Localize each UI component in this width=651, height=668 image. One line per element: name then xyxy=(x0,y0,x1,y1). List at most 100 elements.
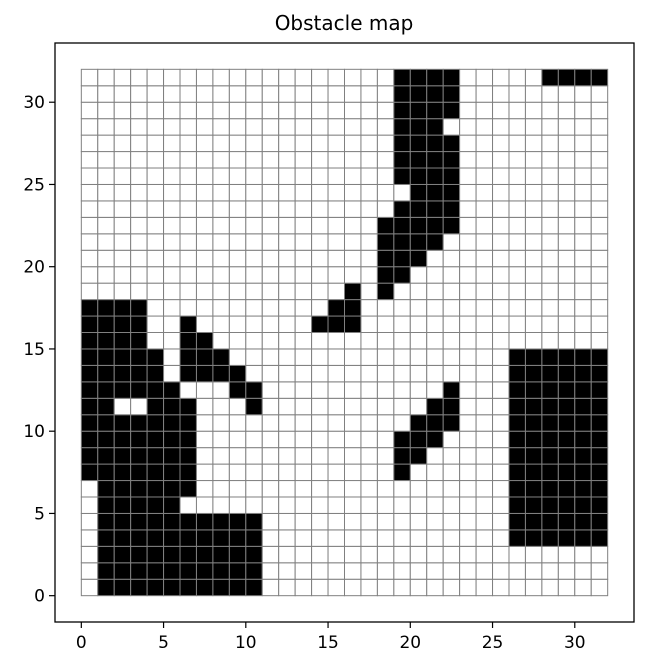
free-cell xyxy=(524,68,543,87)
free-cell xyxy=(195,167,214,185)
obstacle-cell xyxy=(130,578,148,597)
free-cell xyxy=(278,299,296,317)
free-cell xyxy=(179,381,197,399)
x-tick-label: 10 xyxy=(235,633,257,653)
free-cell xyxy=(163,315,181,333)
obstacle-cell xyxy=(344,282,362,301)
free-cell xyxy=(574,282,592,301)
obstacle-cell xyxy=(426,85,444,103)
obstacle-cell xyxy=(163,496,181,514)
obstacle-cell xyxy=(179,397,197,416)
free-cell xyxy=(261,68,280,87)
y-tick-label: 5 xyxy=(34,504,45,524)
free-cell xyxy=(261,216,280,235)
free-cell xyxy=(360,332,378,350)
free-cell xyxy=(179,183,197,202)
free-cell xyxy=(228,134,247,153)
obstacle-cell xyxy=(97,545,115,564)
free-cell xyxy=(393,364,411,383)
obstacle-cell xyxy=(146,430,165,449)
free-cell xyxy=(590,315,609,333)
free-cell xyxy=(475,68,494,87)
free-cell xyxy=(344,381,362,399)
free-cell xyxy=(261,167,280,185)
free-cell xyxy=(163,85,181,103)
free-cell xyxy=(113,266,132,284)
free-cell xyxy=(311,447,329,465)
free-cell xyxy=(475,216,494,235)
free-cell xyxy=(163,200,181,218)
free-cell xyxy=(212,430,230,449)
obstacle-cell xyxy=(393,151,411,169)
obstacle-cell xyxy=(590,348,609,366)
free-cell xyxy=(113,101,132,120)
free-cell xyxy=(508,200,526,218)
free-cell xyxy=(475,414,494,432)
free-cell xyxy=(344,447,362,465)
free-cell xyxy=(557,134,576,153)
free-cell xyxy=(344,216,362,235)
obstacle-cell xyxy=(574,447,592,465)
free-cell xyxy=(327,381,345,399)
obstacle-cell xyxy=(130,364,148,383)
free-cell xyxy=(163,299,181,317)
free-cell xyxy=(541,200,559,218)
free-cell xyxy=(311,414,329,432)
obstacle-cell xyxy=(130,463,148,482)
free-cell xyxy=(212,183,230,202)
free-cell xyxy=(327,447,345,465)
free-cell xyxy=(590,545,609,564)
free-cell xyxy=(327,85,345,103)
obstacle-cell xyxy=(163,578,181,597)
obstacle-cell xyxy=(146,545,165,564)
free-cell xyxy=(557,200,576,218)
free-cell xyxy=(426,545,444,564)
free-cell xyxy=(80,480,99,498)
free-cell xyxy=(245,216,263,235)
free-cell xyxy=(492,480,510,498)
obstacle-cell xyxy=(179,578,197,597)
free-cell xyxy=(508,299,526,317)
obstacle-cell xyxy=(97,562,115,580)
free-cell xyxy=(344,463,362,482)
free-cell xyxy=(195,315,214,333)
free-cell xyxy=(475,134,494,153)
obstacle-cell xyxy=(113,496,132,514)
free-cell xyxy=(475,496,494,514)
obstacle-cell xyxy=(508,414,526,432)
free-cell xyxy=(113,134,132,153)
obstacle-cell xyxy=(590,512,609,531)
free-cell xyxy=(541,167,559,185)
free-cell xyxy=(294,545,313,564)
free-cell xyxy=(344,430,362,449)
obstacle-cell xyxy=(590,430,609,449)
free-cell xyxy=(294,480,313,498)
free-cell xyxy=(80,562,99,580)
free-cell xyxy=(245,447,263,465)
free-cell xyxy=(261,364,280,383)
obstacle-cell xyxy=(97,463,115,482)
y-tick-label: 30 xyxy=(23,93,45,113)
free-cell xyxy=(228,249,247,268)
obstacle-cell xyxy=(508,364,526,383)
obstacle-cell xyxy=(163,545,181,564)
free-cell xyxy=(212,266,230,284)
free-cell xyxy=(492,167,510,185)
obstacle-cell xyxy=(524,512,543,531)
free-cell xyxy=(228,430,247,449)
free-cell xyxy=(344,332,362,350)
free-cell xyxy=(590,134,609,153)
free-cell xyxy=(459,151,477,169)
free-cell xyxy=(376,151,395,169)
free-cell xyxy=(327,332,345,350)
obstacle-cell xyxy=(179,364,197,383)
free-cell xyxy=(360,68,378,87)
obstacle-cell xyxy=(179,545,197,564)
free-cell xyxy=(130,216,148,235)
free-cell xyxy=(459,463,477,482)
free-cell xyxy=(278,463,296,482)
free-cell xyxy=(426,512,444,531)
free-cell xyxy=(590,332,609,350)
free-cell xyxy=(442,447,461,465)
obstacle-cell xyxy=(179,529,197,547)
